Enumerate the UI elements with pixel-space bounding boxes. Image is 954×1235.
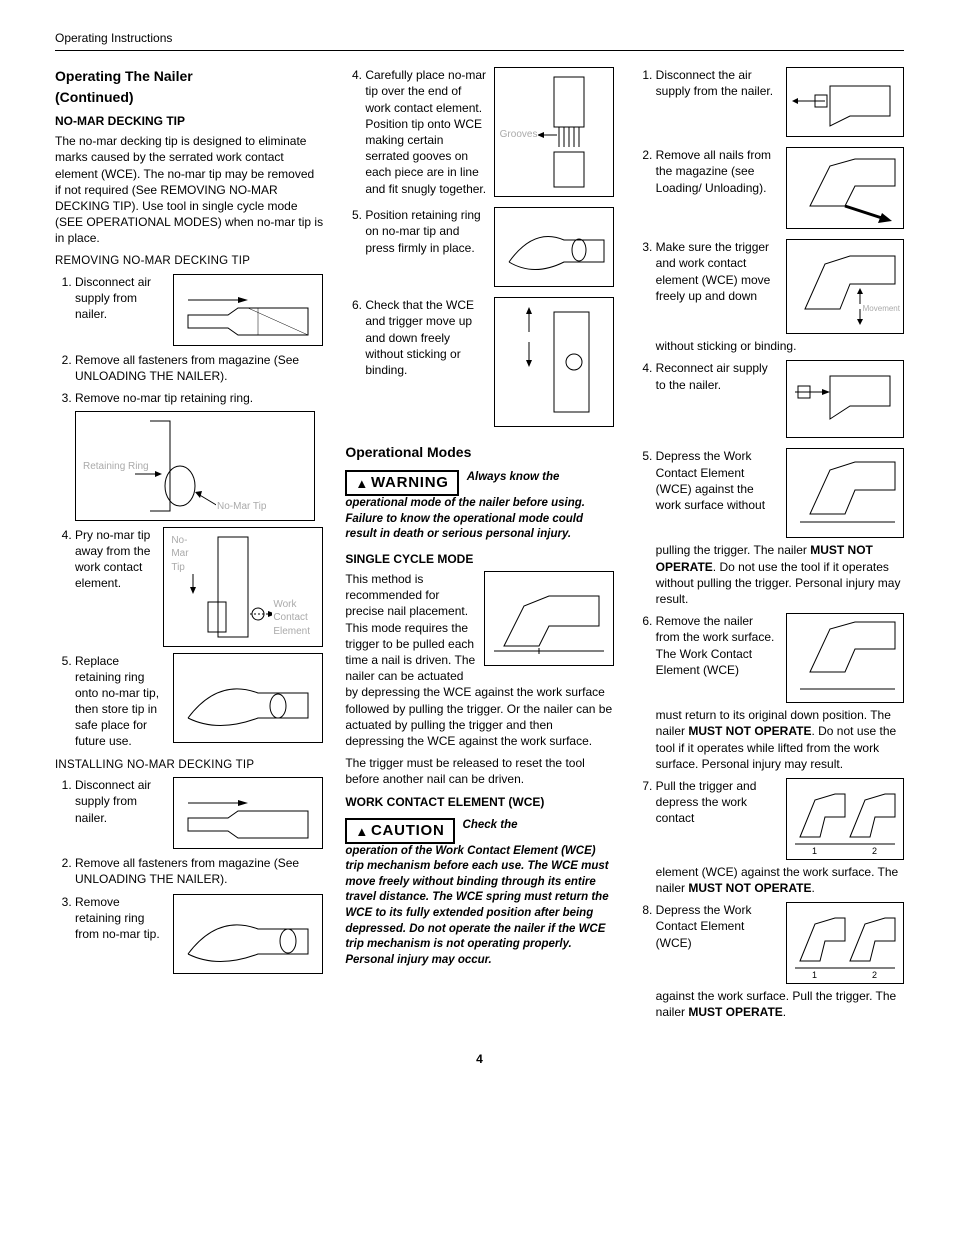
remove-step-4-text: Pry no-mar tip away from the work contac…	[75, 527, 157, 592]
page-number: 4	[55, 1051, 904, 1067]
figure-c3-6	[786, 613, 904, 703]
remove-step-1: Disconnect air supply from nailer.	[75, 274, 323, 346]
warning-lead: Always know the	[467, 470, 614, 486]
heading-continued: (Continued)	[55, 88, 323, 107]
remove-step-1-text: Disconnect air supply from nailer.	[75, 274, 167, 323]
heading-operational-modes: Operational Modes	[345, 443, 613, 462]
figure-c3-4	[786, 360, 904, 438]
figure-pry-nomar: No-Mar Tip Work Contact Element	[163, 527, 323, 647]
figure-press-ring	[494, 207, 614, 287]
remove-step-3-text: Remove no-mar tip retaining ring.	[75, 391, 253, 405]
svg-text:1: 1	[812, 846, 817, 856]
nomar-description: The no-mar decking tip is designed to el…	[55, 133, 323, 246]
label-wce: Work Contact Element	[272, 598, 318, 639]
check-step-6a-text: Remove the nailer from the work surface.…	[656, 614, 775, 677]
remove-step-3: Remove no-mar tip retaining ring. Retain…	[75, 390, 323, 520]
check-step-3: Movement Make sure the trigger and work …	[656, 239, 904, 354]
check-step-6b-bold: MUST NOT OPERATE	[688, 724, 811, 738]
column-3: Disconnect the air supply from the naile…	[636, 67, 904, 1026]
figure-single-cycle	[484, 571, 614, 666]
label-grooves: Grooves	[499, 128, 539, 142]
check-step-6: Remove the nailer from the work surface.…	[656, 613, 904, 772]
figure-remove-ring	[173, 894, 323, 974]
heading-removing-nomar: REMOVING NO-MAR DECKING TIP	[55, 254, 323, 270]
figure-disconnect-air	[173, 274, 323, 346]
check-step-8a-text: Depress the Work Contact Element (WCE)	[656, 903, 752, 949]
check-step-7b-post: .	[811, 881, 814, 895]
install-step-2: Remove all fasteners from magazine (See …	[75, 855, 323, 887]
heading-operating-nailer: Operating The Nailer	[55, 67, 323, 86]
check-step-3a-text: Make sure the trigger and work contact e…	[656, 240, 771, 303]
warning-body: operational mode of the nailer before us…	[345, 496, 613, 543]
install-step-1: Disconnect air supply from nailer.	[75, 777, 323, 849]
remove-step-5: Replace retaining ring onto no-mar tip, …	[75, 653, 323, 750]
caution-label: CAUTION	[345, 818, 454, 844]
label-nomar-tip-2: No-Mar Tip	[170, 534, 200, 575]
figure-c3-3: Movement	[786, 239, 904, 334]
figure-c3-7: 12	[786, 778, 904, 860]
install-step-5-text: Position retaining ring on no-mar tip an…	[365, 208, 480, 254]
remove-step-5-text: Replace retaining ring onto no-mar tip, …	[75, 653, 167, 750]
install-step-4-text: Carefully place no-mar tip over the end …	[365, 68, 486, 195]
figure-c3-5	[786, 448, 904, 538]
caution-body: operation of the Work Contact Element (W…	[345, 844, 613, 968]
content-columns: Operating The Nailer (Continued) NO-MAR …	[55, 67, 904, 1026]
svg-text:1: 1	[812, 970, 817, 980]
install-step-6: Check that the WCE and trigger move up a…	[365, 297, 613, 431]
figure-retaining-ring: Retaining Ring No-Mar Tip	[75, 411, 315, 521]
install-step-3: Remove retaining ring from no-mar tip.	[75, 894, 323, 974]
check-step-8: 12 Depress the Work Contact Element (WCE…	[656, 902, 904, 1020]
caution-lead: Check the	[463, 818, 614, 834]
heading-wce: WORK CONTACT ELEMENT (WCE)	[345, 794, 613, 810]
column-2: Grooves Carefully place no-mar tip over …	[345, 67, 613, 1026]
install-step-6-text: Check that the WCE and trigger move up a…	[365, 298, 474, 377]
warning-row: WARNING Always know the	[345, 470, 613, 496]
figure-grooves: Grooves	[494, 67, 614, 197]
check-step-1: Disconnect the air supply from the naile…	[656, 67, 904, 141]
figure-c3-8: 12	[786, 902, 904, 984]
svg-text:2: 2	[872, 846, 877, 856]
check-step-4: Reconnect air supply to the nailer.	[656, 360, 904, 442]
figure-check-wce	[494, 297, 614, 427]
svg-text:2: 2	[872, 970, 877, 980]
check-step-3b-text: without sticking or binding.	[656, 339, 797, 353]
remove-step-4: Pry no-mar tip away from the work contac…	[75, 527, 323, 647]
check-step-7a-text: Pull the trigger and depress the work co…	[656, 779, 757, 825]
check-step-5b-pre: pulling the trigger. The nailer	[656, 543, 811, 557]
heading-installing-nomar: INSTALLING NO-MAR DECKING TIP	[55, 758, 323, 774]
figure-c3-1	[786, 67, 904, 137]
column-1: Operating The Nailer (Continued) NO-MAR …	[55, 67, 323, 1026]
figure-install-disconnect	[173, 777, 323, 849]
warning-label: WARNING	[345, 470, 458, 496]
remove-step-2: Remove all fasteners from magazine (See …	[75, 352, 323, 384]
heading-single-cycle: SINGLE CYCLE MODE	[345, 551, 613, 567]
label-nomar-tip: No-Mar Tip	[216, 500, 267, 514]
check-step-2: Remove all nails from the magazine (see …	[656, 147, 904, 233]
figure-c3-2	[786, 147, 904, 229]
check-step-7b-bold: MUST NOT OPERATE	[688, 881, 811, 895]
install-step-4: Grooves Carefully place no-mar tip over …	[365, 67, 613, 201]
check-step-4-text: Reconnect air supply to the nailer.	[656, 361, 768, 391]
label-movement: Movement	[862, 304, 901, 315]
figure-replace-ring	[173, 653, 323, 743]
check-step-8b-bold: MUST OPERATE	[688, 1005, 782, 1019]
check-step-8b-post: .	[783, 1005, 786, 1019]
install-step-1-text: Disconnect air supply from nailer.	[75, 777, 167, 826]
check-step-5a-text: Depress the Work Contact Element (WCE) a…	[656, 449, 765, 512]
check-step-5: Depress the Work Contact Element (WCE) a…	[656, 448, 904, 607]
check-step-2-text: Remove all nails from the magazine (see …	[656, 148, 771, 194]
page-header: Operating Instructions	[55, 30, 904, 51]
caution-row: CAUTION Check the	[345, 818, 613, 844]
single-cycle-p2: The trigger must be released to reset th…	[345, 755, 613, 787]
install-step-3-text: Remove retaining ring from no-mar tip.	[75, 894, 167, 943]
label-retaining-ring: Retaining Ring	[82, 460, 150, 474]
check-step-7: 12 Pull the trigger and depress the work…	[656, 778, 904, 896]
install-step-5: Position retaining ring on no-mar tip an…	[365, 207, 613, 291]
heading-nomar-tip: NO-MAR DECKING TIP	[55, 113, 323, 129]
check-step-1-text: Disconnect the air supply from the naile…	[656, 68, 773, 98]
